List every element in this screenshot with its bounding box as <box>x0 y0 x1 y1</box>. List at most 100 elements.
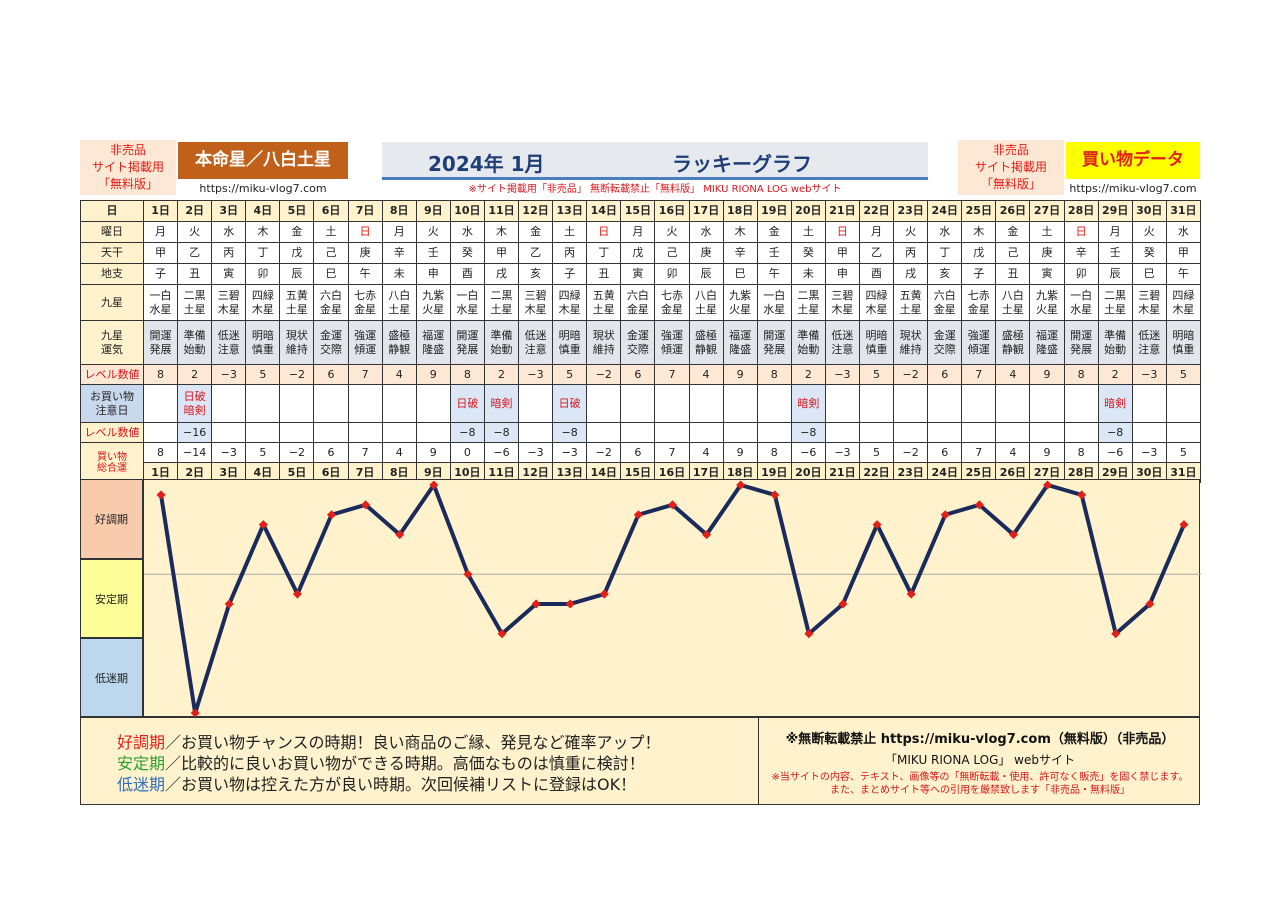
caution-cell <box>961 384 997 423</box>
footer-notice: ※無断転載禁止 https://miku-vlog7.com（無料版）（非売品）… <box>761 728 1199 797</box>
chishi-cell: 戌 <box>483 263 520 285</box>
cell-line: 盛極 <box>1001 328 1024 342</box>
chishi-cell: 丑 <box>586 263 622 285</box>
weekday-cell: 水 <box>927 221 963 243</box>
total-cell: −2 <box>893 442 929 463</box>
kyusei-cell: 一白 水星 <box>449 284 485 321</box>
series-line <box>159 483 1186 715</box>
left-note-line-1: 非売品 <box>109 143 146 157</box>
cell-line: 土星 <box>388 302 411 316</box>
caution-cell <box>688 384 724 423</box>
weekday-cell: 水 <box>211 221 247 243</box>
legend-stable: 安定期／比較的に良いお買い物ができる時期。高価なものは慎重に検討！ <box>117 753 661 774</box>
weekday-cell: 木 <box>245 221 281 243</box>
tenkan-cell: 癸 <box>1131 242 1167 264</box>
day-cell-bottom: 22日 <box>858 462 895 483</box>
cell-line: 三碧 <box>217 288 240 302</box>
cell-line: 七赤 <box>967 288 990 302</box>
day-cell: 12日 <box>518 200 554 222</box>
day-cell: 1日 <box>142 200 179 222</box>
level2-cell <box>142 422 179 443</box>
cell-line: 低迷 <box>524 328 547 342</box>
kyusei-cell: 一白 水星 <box>1063 284 1099 321</box>
level2-cell <box>279 422 315 443</box>
day-cell-bottom: 7日 <box>347 462 383 483</box>
data-point <box>429 480 439 490</box>
day-cell-bottom: 5日 <box>279 462 315 483</box>
level-cell: 6 <box>313 364 349 385</box>
unki-cell: 明暗 慎重 <box>552 320 588 365</box>
level-cell: −3 <box>211 364 247 385</box>
tenkan-cell: 戊 <box>620 242 656 264</box>
kyusei-cell: 八白 土星 <box>688 284 724 321</box>
cell-line: 交際 <box>626 342 649 356</box>
cell-line: 八白 <box>695 288 718 302</box>
cell-line: 明暗 <box>558 328 581 342</box>
cell-line: 慎重 <box>251 342 274 356</box>
tenkan-cell: 丙 <box>893 242 929 264</box>
caution-cell <box>381 384 417 423</box>
label-kyusei: 九星 <box>80 284 144 321</box>
tenkan-cell: 己 <box>995 242 1031 264</box>
cell-line: 三碧 <box>831 288 854 302</box>
day-cell-bottom: 6日 <box>313 462 349 483</box>
level2-cell <box>893 422 929 443</box>
unki-cell: 福運 隆盛 <box>1029 320 1065 365</box>
chishi-cell: 亥 <box>927 263 963 285</box>
cell-line: 暗剣 <box>797 396 820 410</box>
label-tenkan: 天干 <box>80 242 144 264</box>
day-cell-bottom: 30日 <box>1131 462 1167 483</box>
cell-line: 準備 <box>490 328 513 342</box>
total-cell: −6 <box>790 442 826 463</box>
day-cell: 16日 <box>654 200 690 222</box>
chishi-cell: 未 <box>790 263 826 285</box>
cell-line: 運気 <box>101 342 123 356</box>
legend-stable-text: ／比較的に良いお買い物ができる時期。高価なものは慎重に検討！ <box>165 754 645 773</box>
weekday-cell: 水 <box>688 221 724 243</box>
weekday-cell: 火 <box>893 221 929 243</box>
day-cell-bottom: 31日 <box>1165 462 1201 483</box>
chishi-cell: 午 <box>347 263 383 285</box>
cell-line: 開運 <box>149 328 172 342</box>
day-cell-bottom: 3日 <box>211 462 247 483</box>
level2-cell <box>927 422 963 443</box>
weekday-cell: 土 <box>313 221 349 243</box>
cell-line: 現状 <box>899 328 922 342</box>
data-point <box>156 490 166 500</box>
chishi-cell: 酉 <box>858 263 895 285</box>
level2-cell <box>586 422 622 443</box>
kyusei-cell: 四緑 木星 <box>858 284 895 321</box>
kyusei-cell: 七赤 金星 <box>654 284 690 321</box>
level-cell: 8 <box>1063 364 1099 385</box>
level-cell: 5 <box>858 364 895 385</box>
day-cell: 29日 <box>1097 200 1133 222</box>
chishi-cell: 寅 <box>1029 263 1065 285</box>
cell-line: 低迷 <box>1138 328 1161 342</box>
cell-line: 土星 <box>592 302 615 316</box>
tenkan-cell: 乙 <box>177 242 213 264</box>
level2-cell <box>858 422 895 443</box>
unki-cell: 明暗 慎重 <box>245 320 281 365</box>
tenkan-cell: 庚 <box>347 242 383 264</box>
unki-cell: 福運 隆盛 <box>415 320 451 365</box>
left-note-line-2: サイト掲載用 <box>91 160 164 174</box>
caution-cell: 暗剣 <box>790 384 826 423</box>
caution-cell: 暗剣 <box>483 384 520 423</box>
unki-cell: 強運 傾運 <box>347 320 383 365</box>
cell-line: 金星 <box>320 302 343 316</box>
tenkan-cell: 甲 <box>1165 242 1201 264</box>
level2-cell <box>722 422 758 443</box>
unki-cell: 金運 交際 <box>927 320 963 365</box>
unki-cell: 強運 傾運 <box>961 320 997 365</box>
label-total: 買い物 総合運 <box>80 442 144 483</box>
day-cell-bottom: 18日 <box>722 462 758 483</box>
level-cell: 7 <box>654 364 690 385</box>
label-caution: お買い物 注意日 <box>80 384 144 423</box>
tenkan-cell: 辛 <box>381 242 417 264</box>
level-cell: 8 <box>142 364 179 385</box>
cell-line: 始動 <box>183 342 206 356</box>
cell-line: 木星 <box>251 302 274 316</box>
chishi-cell: 寅 <box>620 263 656 285</box>
kyusei-cell: 六白 金星 <box>620 284 656 321</box>
unki-cell: 準備 始動 <box>483 320 520 365</box>
